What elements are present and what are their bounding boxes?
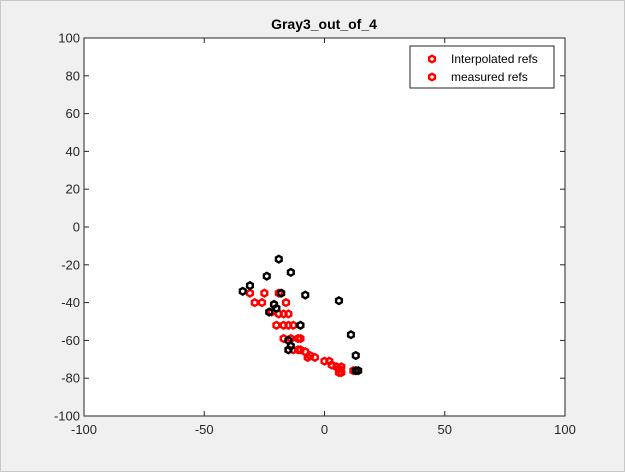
measured-ref-point xyxy=(346,330,356,340)
measured-ref-point xyxy=(301,290,310,300)
y-tick-label: 100 xyxy=(58,31,80,46)
interpolated-ref-point xyxy=(284,309,293,319)
measured-ref-point xyxy=(351,365,360,376)
measured-ref-point xyxy=(274,254,283,264)
interpolated-ref-point xyxy=(257,297,267,308)
interpolated-ref-point xyxy=(245,288,255,298)
y-tick-label: -100 xyxy=(54,409,80,424)
legend-label-measured-refs: measured refs xyxy=(451,70,528,84)
measured-ref-point xyxy=(284,345,293,355)
y-tick-label: -80 xyxy=(61,371,80,386)
x-tick-label: -50 xyxy=(195,422,214,437)
measured-ref-point xyxy=(286,267,295,278)
y-tick-label: 60 xyxy=(66,106,80,121)
y-tick-label: 80 xyxy=(66,68,80,83)
measured-ref-point xyxy=(354,365,363,376)
y-tick-label: -60 xyxy=(61,333,80,348)
data-points xyxy=(238,254,363,378)
x-tick-label: 50 xyxy=(438,422,452,437)
plot-area xyxy=(83,37,566,417)
measured-ref-point xyxy=(238,286,247,296)
measured-ref-point xyxy=(245,280,255,291)
y-tick-label: 40 xyxy=(66,144,80,159)
x-tick-label: 0 xyxy=(321,422,328,437)
interpolated-ref-point xyxy=(289,320,298,330)
interpolated-ref-point xyxy=(337,367,346,378)
interpolated-ref-point xyxy=(296,333,305,344)
interpolated-ref-point xyxy=(272,320,281,330)
measured-ref-point xyxy=(351,350,360,361)
measured-ref-point xyxy=(277,288,286,298)
legend-label-interpolated-refs: Interpolated refs xyxy=(451,52,538,66)
legend-box xyxy=(409,45,555,89)
axis-ticks: -100 -50 0 50 100 -100 -80 -60 -40 -20 0 20 40 60 80 10… xyxy=(54,31,576,438)
y-tick-label: -20 xyxy=(61,257,80,272)
y-tick-label: 20 xyxy=(66,182,80,197)
y-tick-label: 0 xyxy=(73,220,80,235)
chart-title: Gray3_out_of_4 xyxy=(271,16,377,32)
legend-marker-shape xyxy=(427,54,437,64)
measured-ref-point xyxy=(262,271,271,281)
measured-ref-point xyxy=(334,296,343,306)
interpolated-ref-point xyxy=(250,297,259,308)
measured-ref-point xyxy=(265,307,274,317)
interpolated-ref-point xyxy=(303,352,312,363)
legend-marker-interpolated-refs xyxy=(427,54,437,64)
legend-marker-measured-refs xyxy=(427,72,437,82)
measured-ref-point xyxy=(269,299,279,310)
x-tick-label: -100 xyxy=(71,422,97,437)
measured-ref-point xyxy=(296,320,305,330)
interpolated-ref-point xyxy=(260,288,269,298)
legend-marker-shape xyxy=(427,72,437,82)
x-tick-label: 100 xyxy=(554,422,576,437)
interpolated-ref-point xyxy=(310,352,319,363)
y-tick-label: -40 xyxy=(61,295,80,310)
legend: Interpolated refs measured refs xyxy=(409,45,555,89)
interpolated-ref-point xyxy=(281,297,291,308)
